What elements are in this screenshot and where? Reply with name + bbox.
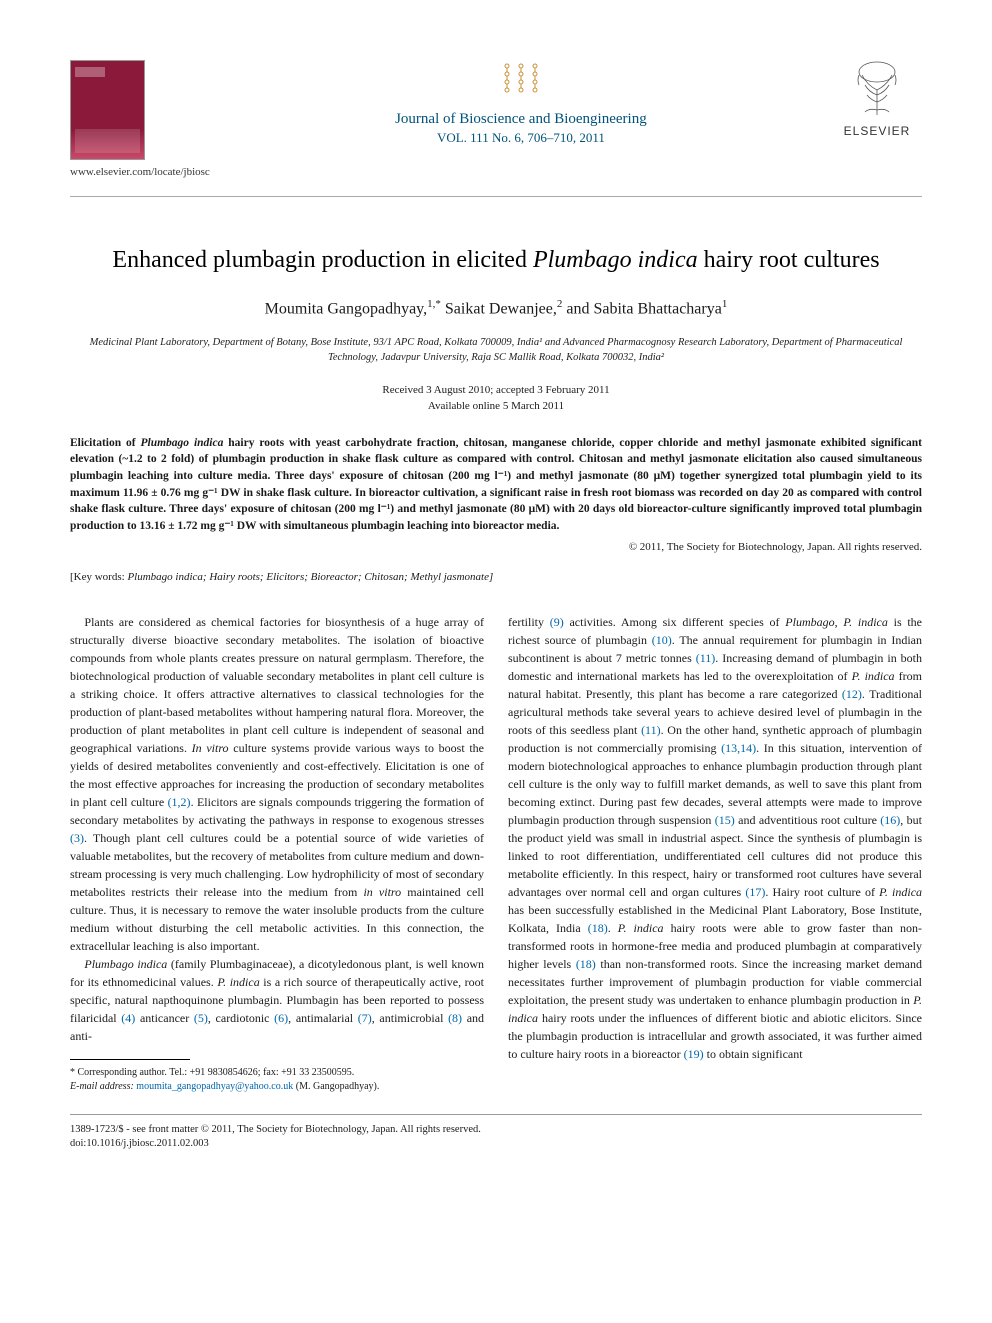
email-footnote: E-mail address: moumita_gangopadhyay@yah… — [70, 1080, 484, 1094]
authors-line: Moumita Gangopadhyay,1,* Saikat Dewanjee… — [70, 298, 922, 318]
author-2: Saikat Dewanjee, — [445, 300, 557, 317]
front-matter-line1: 1389-1723/$ - see front matter © 2011, T… — [70, 1123, 922, 1138]
locate-url: www.elsevier.com/locate/jbiosc — [70, 166, 210, 178]
header-divider — [70, 196, 922, 197]
article-dates: Received 3 August 2010; accepted 3 Febru… — [70, 382, 922, 415]
affiliations: Medicinal Plant Laboratory, Department o… — [70, 336, 922, 365]
email-post: (M. Gangopadhyay). — [293, 1081, 379, 1092]
corresponding-footnote: * Corresponding author. Tel.: +91 983085… — [70, 1066, 484, 1080]
front-matter-info: 1389-1723/$ - see front matter © 2011, T… — [70, 1123, 922, 1152]
author-3: and Sabita Bhattacharya — [566, 300, 722, 317]
body-para-1: Plants are considered as chemical factor… — [70, 613, 484, 955]
author-1: Moumita Gangopadhyay, — [265, 300, 427, 317]
journal-cover-thumbnail — [70, 60, 145, 160]
journal-logo-icon — [499, 60, 543, 96]
online-date: Available online 5 March 2011 — [70, 398, 922, 415]
keywords: [Key words: Plumbago indica; Hairy roots… — [70, 571, 922, 583]
author-3-sup: 1 — [722, 298, 728, 310]
footnote-rule — [70, 1059, 190, 1060]
article-title: Enhanced plumbagin production in elicite… — [70, 247, 922, 274]
title-post: hairy root cultures — [698, 247, 880, 273]
journal-name: Journal of Bioscience and Bioengineering — [210, 111, 832, 128]
header-left: www.elsevier.com/locate/jbiosc — [70, 60, 210, 178]
title-italic: Plumbago indica — [533, 247, 698, 273]
email-label: E-mail address: — [70, 1081, 136, 1092]
keywords-value: Plumbago indica; Hairy roots; Elicitors;… — [127, 571, 493, 583]
doi-line: doi:10.1016/j.jbiosc.2011.02.003 — [70, 1137, 922, 1152]
body-text: Plants are considered as chemical factor… — [70, 613, 922, 1094]
abstract: Elicitation of Plumbago indica hairy roo… — [70, 435, 922, 535]
publisher-logo: ELSEVIER — [832, 60, 922, 138]
body-para-2: Plumbago indica (family Plumbaginaceae),… — [70, 955, 484, 1045]
elsevier-tree-icon — [847, 60, 907, 120]
footnote-block: * Corresponding author. Tel.: +91 983085… — [70, 1059, 484, 1094]
body-para-3: fertility (9) activities. Among six diff… — [508, 613, 922, 1063]
copyright-line: © 2011, The Society for Biotechnology, J… — [70, 541, 922, 553]
received-date: Received 3 August 2010; accepted 3 Febru… — [70, 382, 922, 399]
page-header: www.elsevier.com/locate/jbiosc Journal o… — [70, 60, 922, 178]
author-2-sup: 2 — [557, 298, 563, 310]
bottom-rule — [70, 1114, 922, 1115]
author-1-sup: 1,* — [427, 298, 441, 310]
keywords-label: [Key words: — [70, 571, 127, 583]
title-pre: Enhanced plumbagin production in elicite… — [112, 247, 533, 273]
journal-masthead: Journal of Bioscience and Bioengineering… — [210, 60, 832, 146]
elsevier-label: ELSEVIER — [832, 124, 922, 138]
journal-volume: VOL. 111 No. 6, 706–710, 2011 — [210, 130, 832, 146]
email-address[interactable]: moumita_gangopadhyay@yahoo.co.uk — [136, 1081, 293, 1092]
